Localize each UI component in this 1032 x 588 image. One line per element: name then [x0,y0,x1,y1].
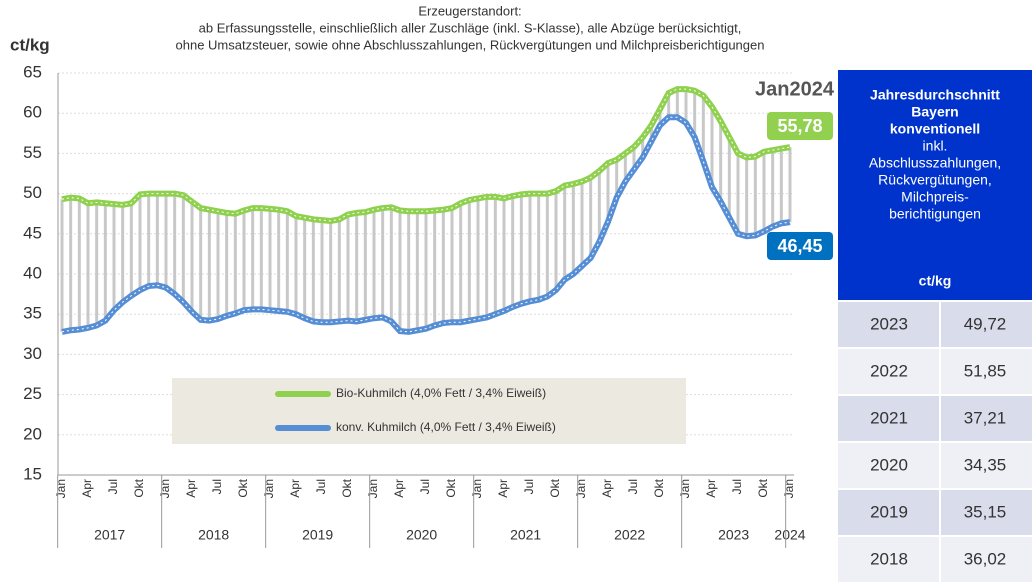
x-tick-label: Okt [444,478,458,497]
value-label: 46,45 [777,236,822,256]
year-label: 2023 [718,527,749,543]
annotation: Jan2024 [755,78,835,100]
table-year: 2020 [870,455,908,474]
x-tick-label: Jul [730,479,744,494]
x-tick-label: Jan [678,479,692,498]
year-label: 2021 [510,527,541,543]
year-label: 2022 [614,527,645,543]
y-tick-label: 20 [23,424,42,443]
x-tick-label: Okt [236,478,250,497]
x-tick-label: Apr [496,479,510,498]
series-line [61,86,791,224]
x-tick-label: Jul [314,479,328,494]
table-year: 2019 [870,502,908,521]
y-tick-label: 35 [23,304,42,323]
subtitle: Erzeugerstandort: [418,3,521,18]
series-line-dash [61,88,791,222]
table-row-bg [838,490,1032,535]
table-value: 35,15 [964,502,1007,521]
x-tick-label: Jan [262,479,276,498]
table-row-bg [838,396,1032,441]
table-row-bg [838,349,1032,394]
y-tick-label: 50 [23,183,42,202]
table-value: 37,21 [964,408,1007,427]
table-header: berichtigungen [889,206,981,222]
x-tick-label: Jan [470,479,484,498]
subtitle: ab Erfassungsstelle, einschließlich alle… [199,20,742,35]
table-header: inkl. [923,138,948,154]
x-tick-label: Apr [392,479,406,498]
table-year: 2018 [870,549,908,568]
x-tick-label: Jul [210,479,224,494]
table-header: Rückvergütungen, [878,172,992,188]
subtitle: ohne Umsatzsteuer, sowie ohne Abschlussz… [176,37,765,52]
table-header: Milchpreis- [901,189,969,205]
y-tick-label: 55 [23,143,42,162]
y-axis-label: ct/kg [10,35,50,54]
x-tick-label: Jan [158,479,172,498]
legend-box [172,378,686,444]
table-unit: ct/kg [919,273,952,289]
x-tick-label: Jul [522,479,536,494]
y-tick-label: 45 [23,223,42,242]
table-header-bg [838,70,1032,300]
year-label: 2017 [94,527,125,543]
table-year: 2021 [870,408,908,427]
x-tick-label: Okt [132,478,146,497]
value-label-bg [767,232,833,260]
y-tick-label: 65 [23,62,42,81]
y-tick-label: 30 [23,344,42,363]
table-header: konventionell [890,121,980,137]
table-value: 49,72 [964,314,1007,333]
x-tick-label: Jan [54,479,68,498]
x-tick-label: Apr [704,479,718,498]
x-tick-label: Apr [288,479,302,498]
table-row-bg [838,537,1032,582]
value-label-bg [767,112,833,140]
x-tick-label: Jan [366,479,380,498]
x-tick-label: Jan [574,479,588,498]
x-tick-label: Apr [600,479,614,498]
year-label: 2019 [302,527,333,543]
table-value: 36,02 [964,549,1007,568]
y-tick-label: 15 [23,464,42,483]
x-tick-label: Okt [340,478,354,497]
x-tick-label: Okt [548,478,562,497]
table-header: Bayern [911,104,958,120]
table-row-bg [838,302,1032,347]
legend-label: konv. Kuhmilch (4,0% Fett / 3,4% Eiweiß) [336,420,556,434]
table-year: 2022 [870,361,908,380]
table-year: 2023 [870,314,908,333]
table-header: Jahresdurchschnitt [870,87,1000,103]
x-tick-label: Apr [184,479,198,498]
x-tick-label: Okt [756,478,770,497]
table-value: 34,35 [964,455,1007,474]
table-header: Abschlusszahlungen, [869,155,1001,171]
x-tick-label: Jul [106,479,120,494]
value-label: 55,78 [777,116,822,136]
y-tick-label: 40 [23,263,42,282]
x-tick-label: Jul [418,479,432,494]
legend-label: Bio-Kuhmilch (4,0% Fett / 3,4% Eiweiß) [336,386,546,400]
year-label: 2020 [406,527,437,543]
table-row-bg [838,443,1032,488]
x-tick-label: Okt [652,478,666,497]
y-tick-label: 60 [23,103,42,122]
series-line-dash [61,116,791,333]
y-tick-label: 25 [23,384,42,403]
year-label: 2024 [774,527,805,543]
table-value: 51,85 [964,361,1007,380]
x-tick-label: Jan [782,479,796,498]
x-tick-label: Apr [80,479,94,498]
x-tick-label: Jul [626,479,640,494]
year-label: 2018 [198,527,229,543]
